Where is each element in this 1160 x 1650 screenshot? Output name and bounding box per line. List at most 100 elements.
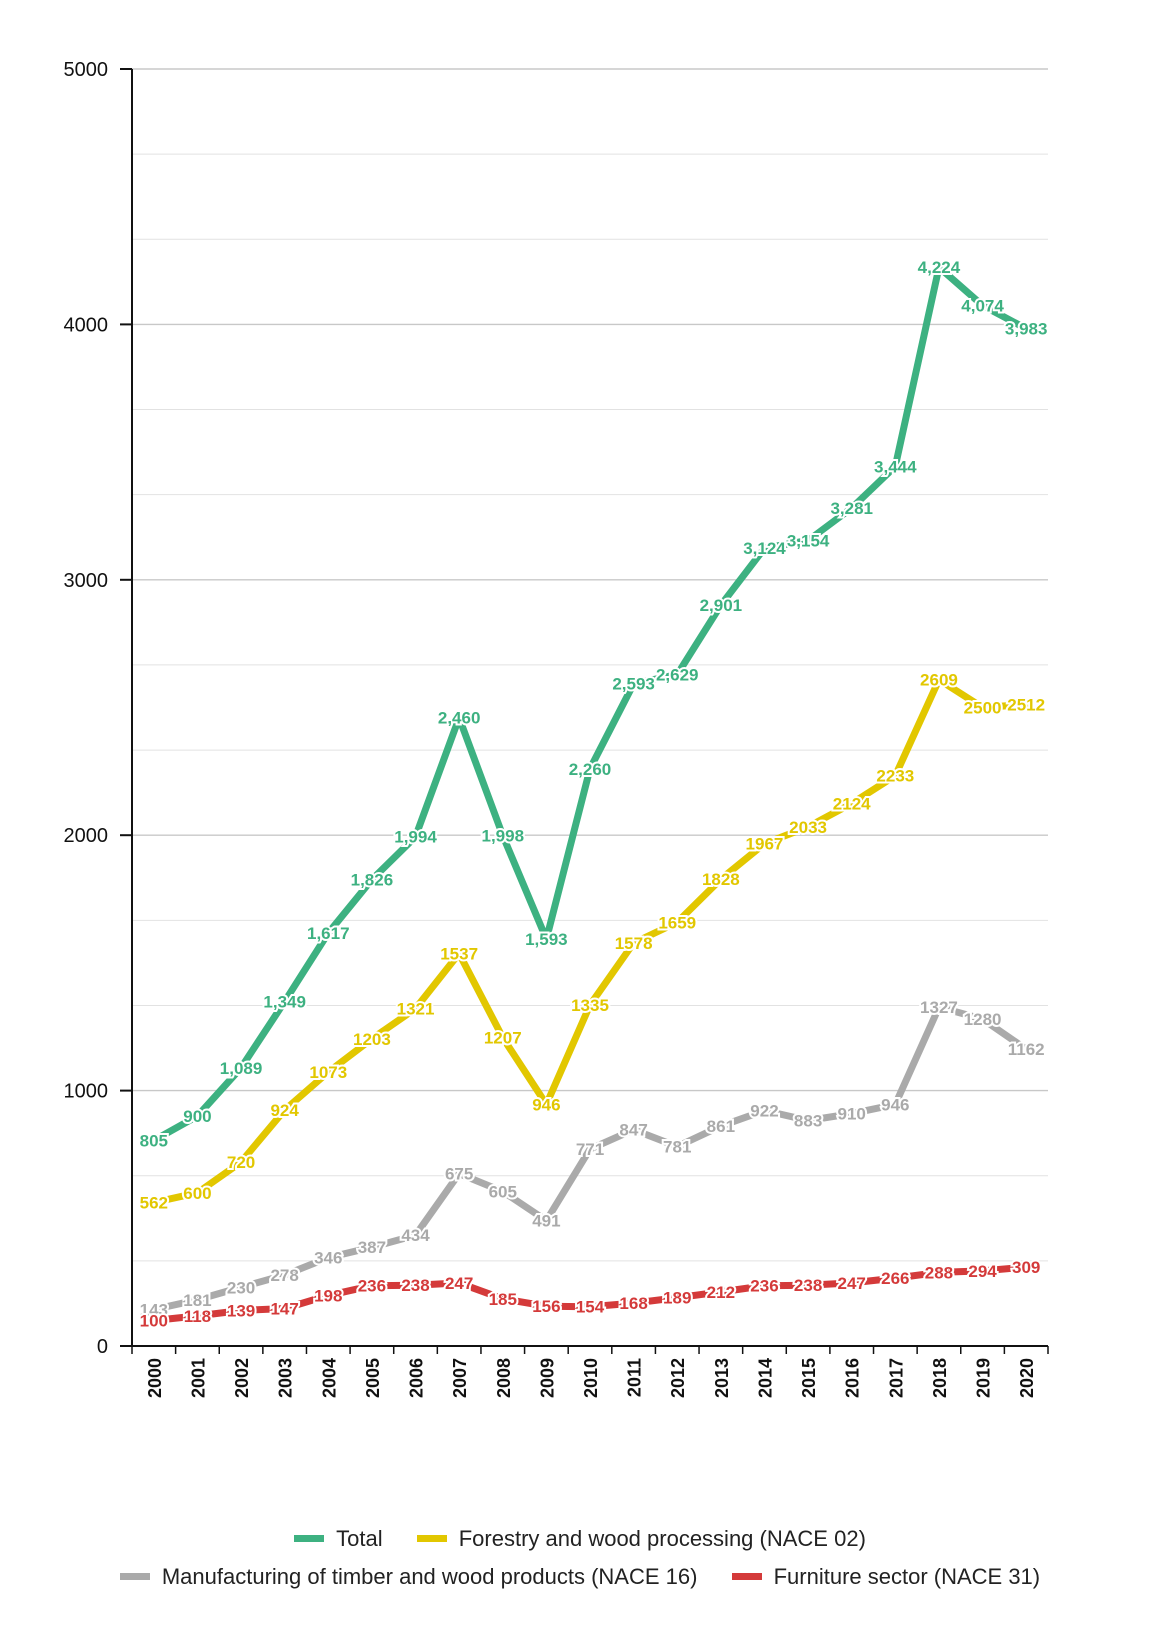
data-label-forestry: 720 <box>227 1153 255 1172</box>
x-tick-label: 2014 <box>755 1358 775 1398</box>
x-tick-label: 2000 <box>145 1358 165 1398</box>
data-label-total: 1,593 <box>525 930 568 949</box>
data-label-manufacturing: 922 <box>750 1102 778 1121</box>
data-label-total: 2,629 <box>656 666 699 685</box>
x-tick-label: 2006 <box>407 1358 427 1398</box>
data-label-furniture: 185 <box>489 1290 517 1309</box>
legend-row-1: Total Forestry and wood processing (NACE… <box>0 1522 1160 1552</box>
data-label-forestry: 2609 <box>920 671 958 690</box>
x-tick-label: 2012 <box>668 1358 688 1398</box>
legend-label-forestry: Forestry and wood processing (NACE 02) <box>458 1525 866 1551</box>
y-tick-label: 4000 <box>64 314 109 336</box>
data-label-manufacturing: 1280 <box>964 1010 1002 1029</box>
x-tick-label: 2009 <box>537 1358 557 1398</box>
data-label-total: 2,260 <box>569 760 612 779</box>
data-label-total: 2,901 <box>700 596 743 615</box>
y-tick-label: 2000 <box>64 825 109 847</box>
legend-swatch-furniture <box>731 1573 762 1580</box>
series-line-furniture <box>150 1263 1030 1324</box>
data-labels: 805 900 1,089 1,349 1,617 1,826 1,994 2,460 1,99… <box>138 256 1050 1332</box>
data-label-furniture: 309 <box>1012 1258 1040 1277</box>
data-label-manufacturing: 605 <box>489 1182 517 1201</box>
data-label-furniture: 189 <box>663 1289 691 1308</box>
data-label-manufacturing: 181 <box>183 1291 211 1310</box>
data-label-manufacturing: 781 <box>663 1138 691 1157</box>
legend-row-2: Manufacturing of timber and wood product… <box>0 1560 1160 1590</box>
x-tick-label: 2011 <box>625 1358 645 1397</box>
data-label-manufacturing: 1327 <box>920 998 958 1017</box>
data-label-total: 1,617 <box>307 924 350 943</box>
data-label-manufacturing: 771 <box>576 1140 604 1159</box>
x-tick-label: 2016 <box>843 1358 863 1398</box>
data-label-forestry: 1321 <box>397 1000 435 1019</box>
data-label-forestry: 2124 <box>833 795 871 814</box>
data-label-furniture: 147 <box>270 1299 298 1318</box>
data-label-total: 1,994 <box>394 828 437 847</box>
x-tick-label: 2013 <box>712 1358 732 1398</box>
data-label-manufacturing: 883 <box>794 1111 822 1130</box>
series-line-total <box>150 263 1030 1144</box>
data-label-furniture: 139 <box>227 1301 255 1320</box>
legend-label-total: Total <box>336 1525 383 1551</box>
gridlines <box>132 68 1048 1262</box>
data-label-manufacturing: 143 <box>140 1300 168 1319</box>
data-label-manufacturing: 278 <box>270 1266 298 1285</box>
data-label-total: 3,983 <box>1005 320 1048 339</box>
legend-swatch-total <box>294 1535 325 1542</box>
data-label-forestry: 2233 <box>876 767 914 786</box>
x-tick-label: 2007 <box>450 1358 470 1398</box>
data-label-furniture: 168 <box>619 1294 647 1313</box>
data-label-manufacturing: 946 <box>881 1095 909 1114</box>
data-label-total: 1,349 <box>263 992 306 1011</box>
x-tick-label: 2005 <box>363 1358 383 1398</box>
data-label-forestry: 1207 <box>484 1029 522 1048</box>
data-label-furniture: 212 <box>707 1283 735 1302</box>
data-label-manufacturing: 675 <box>445 1165 473 1184</box>
data-label-forestry: 924 <box>270 1101 299 1120</box>
series-line-forestry <box>150 676 1030 1206</box>
legend-item-manufacturing: Manufacturing of timber and wood product… <box>119 1563 698 1590</box>
x-tick-label: 2008 <box>494 1358 514 1398</box>
data-label-forestry: 1203 <box>353 1030 391 1049</box>
data-label-manufacturing: 230 <box>227 1278 255 1297</box>
series-line-manufacturing <box>150 1003 1030 1313</box>
data-label-total: 4,224 <box>918 258 961 277</box>
x-tick-label: 2018 <box>930 1358 950 1398</box>
data-label-furniture: 247 <box>445 1274 473 1293</box>
data-label-furniture: 238 <box>401 1276 429 1295</box>
data-label-total: 3,124 <box>743 539 786 558</box>
data-label-total: 805 <box>140 1131 168 1150</box>
x-tick-label: 2004 <box>319 1358 339 1398</box>
x-tick-label: 2017 <box>886 1358 906 1398</box>
data-label-forestry: 2512 <box>1007 695 1045 714</box>
legend-label-furniture: Furniture sector (NACE 31) <box>773 1563 1041 1589</box>
data-label-total: 1,998 <box>481 827 524 846</box>
data-label-total: 2,593 <box>612 675 655 694</box>
data-label-furniture: 236 <box>358 1277 386 1296</box>
data-label-total: 2,460 <box>438 709 481 728</box>
legend-swatch-forestry <box>416 1535 447 1542</box>
x-tick-label: 2001 <box>188 1358 208 1398</box>
data-label-manufacturing: 491 <box>532 1212 560 1231</box>
legend-swatch-manufacturing <box>119 1573 150 1580</box>
legend-item-forestry: Forestry and wood processing (NACE 02) <box>416 1525 866 1552</box>
data-label-total: 1,089 <box>220 1059 263 1078</box>
data-label-forestry: 600 <box>183 1184 211 1203</box>
legend-item-total: Total <box>294 1525 383 1552</box>
data-label-forestry: 1335 <box>571 996 609 1015</box>
data-label-furniture: 294 <box>968 1262 997 1281</box>
data-label-forestry: 2033 <box>789 818 827 837</box>
x-tick-label: 2010 <box>581 1358 601 1398</box>
data-label-total: 3,154 <box>787 531 830 550</box>
data-label-forestry: 1578 <box>615 934 653 953</box>
data-label-total: 1,826 <box>351 871 394 890</box>
data-label-total: 4,074 <box>961 297 1004 316</box>
legend-label-manufacturing: Manufacturing of timber and wood product… <box>161 1563 698 1589</box>
data-label-forestry: 1537 <box>440 944 478 963</box>
data-label-manufacturing: 847 <box>619 1121 647 1140</box>
data-label-forestry: 562 <box>140 1193 168 1212</box>
data-label-manufacturing: 1162 <box>1008 1040 1045 1059</box>
axes: 0 1000 2000 3000 4000 5000 2000 2001 2002 2003 200… <box>64 59 1049 1398</box>
data-label-furniture: 198 <box>314 1286 342 1305</box>
